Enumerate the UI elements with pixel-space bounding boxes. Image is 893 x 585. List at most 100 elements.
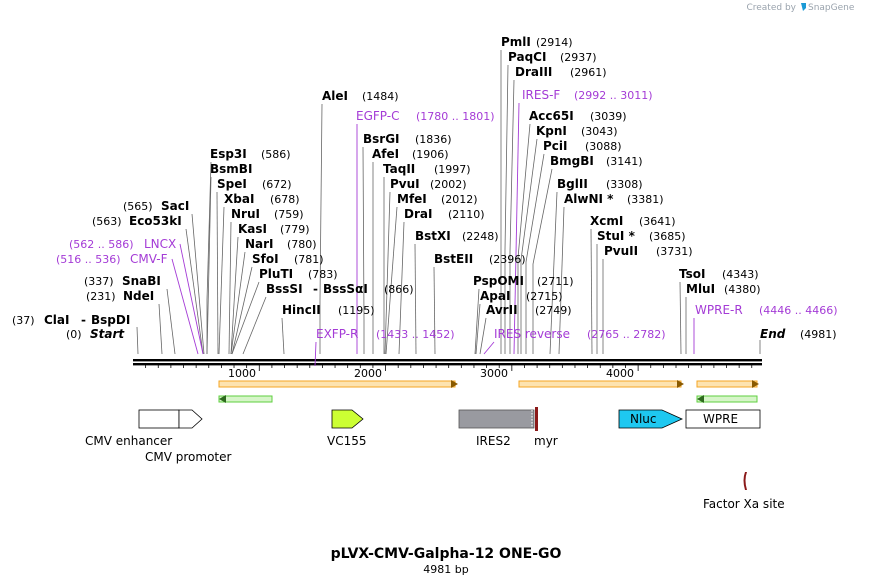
site-paqci[interactable]: PaqCI — [508, 50, 546, 64]
orf-bar-3[interactable] — [696, 380, 758, 388]
site-spei[interactable]: SpeI — [217, 177, 247, 191]
primer-ires-reverse[interactable]: IRES reverse — [494, 327, 570, 341]
site-pvui[interactable]: PvuI — [390, 177, 420, 191]
svg-text:(1780 .. 1801): (1780 .. 1801) — [416, 110, 495, 123]
site-draiii[interactable]: DraIII — [515, 65, 552, 79]
svg-text:(780): (780) — [287, 238, 317, 251]
axis-ticks — [145, 365, 753, 371]
primer-egfp-c[interactable]: EGFP-C — [356, 109, 399, 123]
primer-labels: IRES-F (2992 .. 3011) EGFP-C (1780 .. 18… — [56, 88, 838, 341]
site-bglii[interactable]: BglII — [557, 177, 588, 191]
orf-bar-1[interactable] — [218, 380, 456, 388]
svg-text:(781): (781) — [294, 253, 324, 266]
site-esp3i[interactable]: Esp3I — [210, 147, 247, 161]
feature-myr[interactable] — [535, 407, 538, 431]
site-stui[interactable]: StuI * — [597, 229, 636, 243]
site-ndei[interactable]: NdeI — [123, 289, 154, 303]
svg-text:(2110): (2110) — [448, 208, 485, 221]
svg-text:(2715): (2715) — [526, 290, 563, 303]
site-bsssai[interactable]: BssSαI — [323, 282, 368, 296]
primer-lead-lines — [171, 102, 695, 367]
svg-text:(678): (678) — [270, 193, 300, 206]
orf-arrow-3 — [752, 380, 759, 388]
site-taqii[interactable]: TaqII — [383, 162, 415, 176]
reverse-arrow-2 — [697, 395, 704, 403]
site-pspomi[interactable]: PspOMI — [473, 274, 524, 288]
svg-text:(4446 .. 4466): (4446 .. 4466) — [759, 304, 838, 317]
feature-cmv-promoter[interactable] — [178, 409, 203, 429]
site-eco53ki[interactable]: Eco53kI — [129, 214, 182, 228]
svg-text:(2248): (2248) — [462, 230, 499, 243]
feature-wpre[interactable] — [685, 409, 761, 429]
svg-text:(2396): (2396) — [489, 253, 526, 266]
site-alwni[interactable]: AlwNI * — [564, 192, 614, 206]
site-kpni[interactable]: KpnI — [536, 124, 567, 138]
end-pos: (4981) — [800, 328, 837, 341]
site-drai[interactable]: DraI — [404, 207, 432, 221]
site-apai[interactable]: ApaI — [480, 289, 510, 303]
primer-cmv-f[interactable]: CMV-F — [130, 252, 168, 266]
end-label: End — [760, 327, 786, 341]
svg-text:(562 .. 586): (562 .. 586) — [69, 238, 134, 251]
site-nari[interactable]: NarI — [245, 237, 274, 251]
primer-ires-f[interactable]: IRES-F — [522, 88, 560, 102]
svg-text:(586): (586) — [261, 148, 291, 161]
primer-exfp-r[interactable]: EXFP-R — [316, 327, 358, 341]
site-sfoi[interactable]: SfoI — [252, 252, 279, 266]
primer-lncx[interactable]: LNCX — [144, 237, 176, 251]
feature-label-vc155: VC155 — [327, 434, 367, 448]
site-afei[interactable]: AfeI — [372, 147, 399, 161]
site-clai[interactable]: ClaI — [44, 313, 69, 327]
site-nrui[interactable]: NruI — [231, 207, 260, 221]
site-labels: PmlI (2914) PaqCI (2937) DraIII (2961) A… — [12, 35, 761, 327]
site-pmli[interactable]: PmlI — [501, 35, 531, 49]
site-tsoi[interactable]: TsoI — [679, 267, 705, 281]
site-mlui[interactable]: MluI — [686, 282, 715, 296]
orf-bars — [218, 380, 759, 388]
site-bmgbi[interactable]: BmgBI — [550, 154, 594, 168]
snapgene-logo-icon — [801, 3, 806, 11]
site-saci[interactable]: SacI — [161, 199, 189, 213]
site-pluti[interactable]: PluTI — [259, 267, 293, 281]
feature-nluc[interactable] — [618, 409, 683, 429]
site-xbai[interactable]: XbaI — [224, 192, 254, 206]
site-pvuii[interactable]: PvuII — [604, 244, 638, 258]
backbone-bottom — [133, 363, 762, 366]
site-bsmbi[interactable]: BsmBI — [210, 162, 252, 176]
feature-label-factor-xa-site: Factor Xa site — [703, 497, 785, 511]
svg-text:(2765 .. 2782): (2765 .. 2782) — [587, 328, 666, 341]
reverse-arrow-1 — [219, 395, 226, 403]
orf-bar-2[interactable] — [518, 380, 682, 388]
site-hincii[interactable]: HincII — [282, 303, 321, 317]
site-bstxi[interactable]: BstXI — [415, 229, 451, 243]
site-bsteii[interactable]: BstEII — [434, 252, 473, 266]
feature-factor-xa-site[interactable] — [743, 472, 748, 490]
feature-label-cmv-promoter: CMV promoter — [145, 450, 232, 464]
primer-wpre-r[interactable]: WPRE-R — [695, 303, 743, 317]
svg-text:(1433 .. 1452): (1433 .. 1452) — [376, 328, 455, 341]
site-avrii[interactable]: AvrII — [486, 303, 518, 317]
reverse-bar-1[interactable] — [218, 395, 273, 403]
svg-text:(231): (231) — [86, 290, 116, 303]
site-bsrgi[interactable]: BsrGI — [363, 132, 400, 146]
feature-ires2[interactable] — [458, 409, 535, 429]
site-kasi[interactable]: KasI — [238, 222, 267, 236]
site-pcii[interactable]: PciI — [543, 139, 568, 153]
site-xcmi[interactable]: XcmI — [590, 214, 623, 228]
feature-cmv-enhancer[interactable] — [138, 409, 180, 429]
site-bspdi[interactable]: BspDI — [91, 313, 130, 327]
svg-text:(2961): (2961) — [570, 66, 607, 79]
map-length: 4981 bp — [423, 563, 468, 576]
site-snabi[interactable]: SnaBI — [122, 274, 161, 288]
reverse-primer-bars — [218, 395, 758, 403]
backbone-top — [133, 359, 762, 362]
site-bsssi[interactable]: BssSI — [266, 282, 303, 296]
site-alei[interactable]: AleI — [322, 89, 348, 103]
feature-vc155[interactable] — [331, 409, 364, 429]
site-mfei[interactable]: MfeI — [397, 192, 427, 206]
svg-text:(2711): (2711) — [537, 275, 574, 288]
tick-label-2000: 2000 — [354, 367, 382, 380]
tick-label-3000: 3000 — [480, 367, 508, 380]
reverse-bar-2[interactable] — [696, 395, 758, 403]
site-acc65i[interactable]: Acc65I — [529, 109, 574, 123]
